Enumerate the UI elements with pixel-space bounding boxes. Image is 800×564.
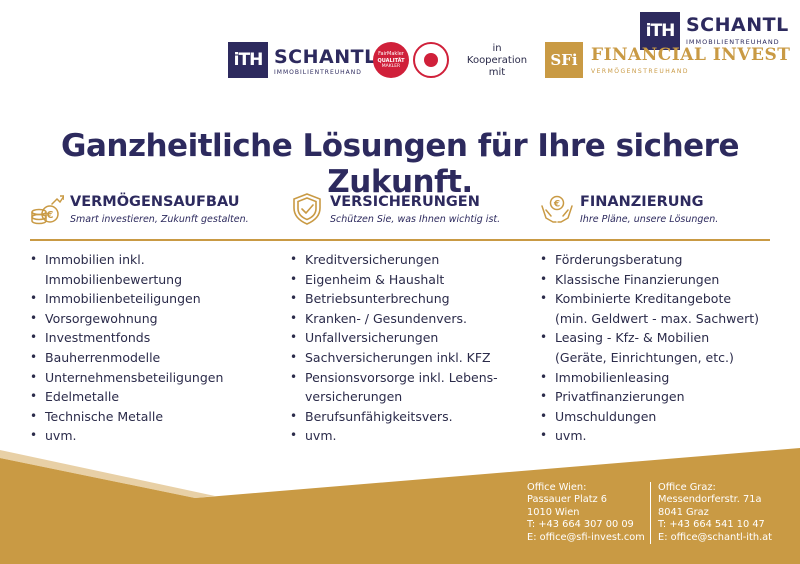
coop-line: in — [492, 43, 502, 54]
list-item: Förderungsberatung — [540, 250, 759, 270]
list-item: Bauherrenmodelle — [30, 348, 223, 368]
list-item: Pensionsvorsorge inkl. Lebens- — [290, 368, 498, 388]
ith-logo-mark: iTH — [228, 42, 268, 78]
list-item: uvm. — [540, 426, 759, 446]
corner-logo-schantl: iTH SCHANTL IMMOBILIENTREUHAND — [640, 12, 796, 52]
list-item: Kreditversicherungen — [290, 250, 498, 270]
list-item: Immobilienleasing — [540, 368, 759, 388]
office-title: Office Wien: — [527, 482, 587, 493]
column-slogan: Schützen Sie, was Ihnen wichtig ist. — [330, 214, 501, 225]
list-versicherungen: Kreditversicherungen Eigenheim & Haushal… — [290, 250, 498, 446]
footer-band — [0, 448, 800, 564]
list-item: Klassische Finanzierungen — [540, 270, 759, 290]
list-item: Immobilien inkl. — [30, 250, 223, 270]
chamber-seal-icon — [413, 42, 449, 78]
corner-logo-brand: SCHANTL — [686, 14, 789, 36]
coop-line: mit — [488, 67, 506, 78]
hands-euro-icon: € — [541, 195, 573, 223]
list-item: Investmentfonds — [30, 328, 223, 348]
office-street: Messendorferstr. 71a — [658, 494, 762, 506]
office-street: Passauer Platz 6 — [527, 494, 608, 506]
list-vermoegensaufbau: Immobilien inkl. Immobilienbewertung Imm… — [30, 250, 223, 446]
list-item: Immobilienbeteiligungen — [30, 289, 223, 309]
column-title: FINANZIERUNG — [580, 194, 704, 210]
office-city: 1010 Wien — [527, 506, 580, 518]
list-item: Berufsunfähigkeitsvers. — [290, 407, 498, 427]
list-item: versicherungen — [305, 389, 403, 405]
list-item: Betriebsunterbrechung — [290, 289, 498, 309]
office-email[interactable]: E: office@sfi-invest.com — [527, 531, 645, 543]
list-item: Unfallversicherungen — [290, 328, 498, 348]
quality-seal-icon: FairMakler QUALITÄT MAKLER — [373, 42, 409, 78]
list-item: Umschuldungen — [540, 407, 759, 427]
shield-check-icon — [293, 193, 321, 225]
list-item: Vorsorgewohnung — [30, 309, 223, 329]
office-wien: Office Wien: Passauer Platz 6 1010 Wien … — [527, 482, 645, 544]
financial-invest-brand: FINANCIAL INVEST — [591, 45, 791, 65]
coins-growth-icon: € — [31, 195, 64, 225]
office-graz: Office Graz: Messendorferstr. 71a 8041 G… — [658, 482, 772, 544]
column-title: VERSICHERUNGEN — [330, 194, 480, 210]
financial-invest-logo: SFi FINANCIAL INVEST VERMÖGENSTREUHAND — [545, 40, 790, 80]
seal-line1: FairMakler — [378, 51, 404, 57]
office-phone: T: +43 664 307 00 09 — [527, 519, 634, 531]
office-title: Office Graz: — [658, 482, 716, 493]
svg-text:€: € — [553, 200, 560, 210]
office-phone: T: +43 664 541 10 47 — [658, 519, 765, 531]
list-item: (Geräte, Einrichtungen, etc.) — [555, 349, 734, 365]
list-item: uvm. — [290, 426, 498, 446]
office-city: 8041 Graz — [658, 506, 709, 518]
office-divider — [650, 482, 651, 544]
list-item: Leasing - Kfz- & Mobilien — [540, 328, 759, 348]
list-item: (min. Geldwert - max. Sachwert) — [555, 310, 759, 326]
list-item: Immobilienbewertung — [45, 271, 183, 287]
column-title: VERMÖGENSAUFBAU — [70, 194, 240, 210]
cooperation-text: in Kooperation mit — [462, 43, 532, 79]
coop-line: Kooperation — [466, 55, 528, 66]
eagle-emblem-icon — [424, 53, 438, 67]
list-item: Sachversicherungen inkl. KFZ — [290, 348, 498, 368]
column-vermoegensaufbau-header: € VERMÖGENSAUFBAU Smart investieren, Zuk… — [30, 192, 270, 234]
list-finanzierung: Förderungsberatung Klassische Finanzieru… — [540, 250, 759, 446]
column-versicherungen-header: VERSICHERUNGEN Schützen Sie, was Ihnen w… — [290, 192, 530, 234]
svg-text:€: € — [46, 210, 54, 221]
list-item: Unternehmensbeteiligungen — [30, 368, 223, 388]
office-email[interactable]: E: office@schantl-ith.at — [658, 531, 773, 543]
schantl-logo-brand: SCHANTL — [274, 46, 377, 68]
list-item: Technische Metalle — [30, 407, 223, 427]
list-item: uvm. — [30, 426, 223, 446]
seal-line3: MAKLER — [381, 64, 401, 69]
list-item: Privatfinanzierungen — [540, 387, 759, 407]
list-item: Kombinierte Kreditangebote — [540, 289, 759, 309]
list-item: Eigenheim & Haushalt — [290, 270, 498, 290]
schantl-logo: iTH SCHANTL IMMOBILIENTREUHAND — [228, 40, 376, 80]
list-item: Edelmetalle — [30, 387, 223, 407]
schantl-logo-sub: IMMOBILIENTREUHAND — [274, 69, 362, 76]
column-slogan: Smart investieren, Zukunft gestalten. — [70, 214, 249, 225]
financial-invest-sub: VERMÖGENSTREUHAND — [591, 68, 689, 75]
gold-divider — [30, 239, 770, 241]
list-item: Kranken- / Gesundenvers. — [290, 309, 498, 329]
column-slogan: Ihre Pläne, unsere Lösungen. — [580, 214, 719, 225]
ith-logo-mark: iTH — [640, 12, 680, 50]
sfi-logo-mark: SFi — [545, 42, 583, 78]
column-finanzierung-header: € FINANZIERUNG Ihre Pläne, unsere Lösung… — [540, 192, 780, 234]
seal-line2: QUALITÄT — [377, 58, 405, 64]
headline: Ganzheitliche Lösungen für Ihre sichere … — [61, 128, 739, 200]
corner-logo-sub: IMMOBILIENTREUHAND — [686, 38, 780, 46]
